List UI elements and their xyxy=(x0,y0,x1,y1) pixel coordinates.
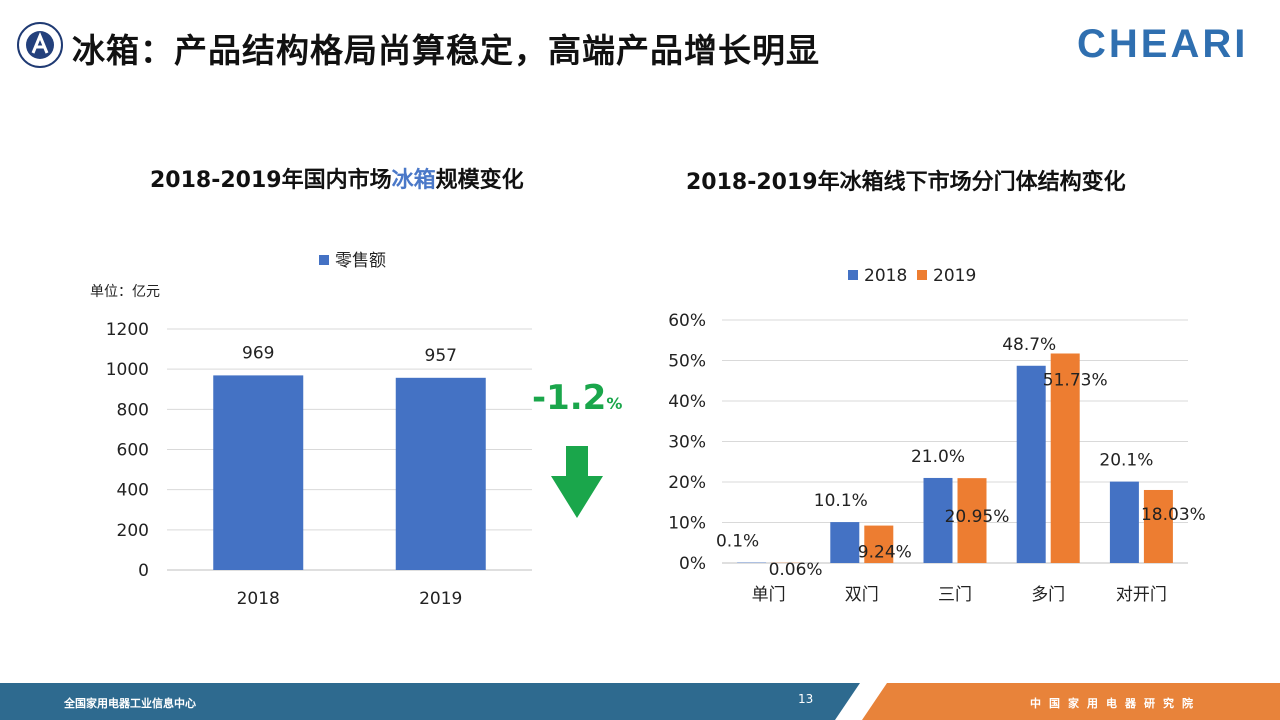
bar-2018-多门 xyxy=(1016,365,1046,563)
data-label-retail: 957 xyxy=(425,346,457,366)
bar-2019-对开门 xyxy=(1143,489,1173,563)
data-label-2018: 21.0% xyxy=(911,447,965,467)
legend-label-2018: 2018 xyxy=(864,266,907,286)
legend-label-2019: 2019 xyxy=(933,266,976,286)
x-tick-label: 三门 xyxy=(938,585,972,605)
y-tick-label: 0 xyxy=(138,561,149,581)
footer-right-band xyxy=(862,683,1280,720)
data-label-2019: 9.24% xyxy=(858,543,912,563)
change-annotation: -1.2% xyxy=(532,378,622,418)
page-number: 13 xyxy=(798,692,814,706)
y-tick-label: 40% xyxy=(668,392,706,412)
down-arrow-icon xyxy=(551,446,603,518)
x-tick-label: 双门 xyxy=(845,585,879,605)
retail-sales-bar-chart: 单位：亿元 零售额 0 200 400 600 800 1000 1200 969 2018 957 2… xyxy=(90,251,532,609)
change-unit: % xyxy=(606,394,623,413)
y-tick-label: 20% xyxy=(668,473,706,493)
y-tick-label: 1200 xyxy=(106,320,149,340)
bar-retail-2018 xyxy=(213,375,304,570)
door-type-structure-bar-chart: 2018 2019 0% 10% 20% 30% 40% 50% 60% 0.1% 0.06% 单门 1… xyxy=(668,266,1206,605)
data-label-2018: 20.1% xyxy=(1099,451,1153,471)
y-tick-label: 30% xyxy=(668,433,706,453)
left-chart-title-highlight: 冰箱 xyxy=(391,168,436,193)
page-title: 冰箱：产品结构格局尚算稳定，高端产品增长明显 xyxy=(72,31,820,70)
legend-swatch-2019 xyxy=(917,270,927,280)
left-chart-title: 2018-2019年国内市场冰箱规模变化 xyxy=(150,162,524,194)
data-label-2018: 0.1% xyxy=(716,532,759,552)
y-tick-label: 800 xyxy=(117,400,149,420)
footer-left-band xyxy=(0,683,860,720)
unit-label: 单位：亿元 xyxy=(90,284,160,300)
change-value: -1.2 xyxy=(532,378,607,418)
bar-2019-多门 xyxy=(1050,353,1080,563)
logo-a-icon xyxy=(31,32,49,54)
data-label-2019: 51.73% xyxy=(1043,370,1108,390)
x-tick-label: 对开门 xyxy=(1116,585,1167,605)
data-label-2019: 0.06% xyxy=(769,560,823,580)
bar-2018-三门 xyxy=(923,477,953,563)
data-label-2018: 48.7% xyxy=(1002,335,1056,355)
y-tick-label: 0% xyxy=(679,554,706,574)
legend-label-retail: 零售额 xyxy=(335,251,386,271)
data-label-2018: 10.1% xyxy=(814,491,868,511)
bar-2019-双门 xyxy=(864,525,894,563)
data-label-2019: 20.95% xyxy=(945,507,1010,527)
y-tick-label: 400 xyxy=(117,481,149,501)
bar-2018-双门 xyxy=(830,522,860,563)
legend-swatch-2018 xyxy=(848,270,858,280)
y-tick-label: 200 xyxy=(117,521,149,541)
y-tick-label: 50% xyxy=(668,352,706,372)
data-label-retail: 969 xyxy=(242,343,274,363)
bar-2019-三门 xyxy=(957,478,987,563)
left-chart-title-part-3: 规模变化 xyxy=(435,168,524,193)
x-tick-label: 多门 xyxy=(1031,585,1065,605)
institute-logo xyxy=(17,22,63,68)
x-tick-label: 单门 xyxy=(752,585,786,605)
y-tick-label: 60% xyxy=(668,311,706,331)
y-tick-label: 10% xyxy=(668,514,706,534)
data-label-2019: 18.03% xyxy=(1141,505,1206,525)
bar-retail-2019 xyxy=(395,377,486,570)
y-tick-label: 1000 xyxy=(106,360,149,380)
footer-institute: 中国家用电器研究院 xyxy=(1030,697,1201,710)
left-chart-title-part-1: 2018-2019年国内市场 xyxy=(150,168,392,193)
x-tick-label: 2018 xyxy=(237,589,280,609)
right-chart-title: 2018-2019年冰箱线下市场分门体结构变化 xyxy=(686,170,1126,195)
y-tick-label: 600 xyxy=(117,441,149,461)
legend-swatch-retail xyxy=(319,255,329,265)
footer-organization: 全国家用电器工业信息中心 xyxy=(64,697,196,710)
x-tick-label: 2019 xyxy=(419,589,462,609)
brand-logo: CHEARI xyxy=(1077,22,1249,66)
bar-2018-对开门 xyxy=(1109,481,1139,563)
